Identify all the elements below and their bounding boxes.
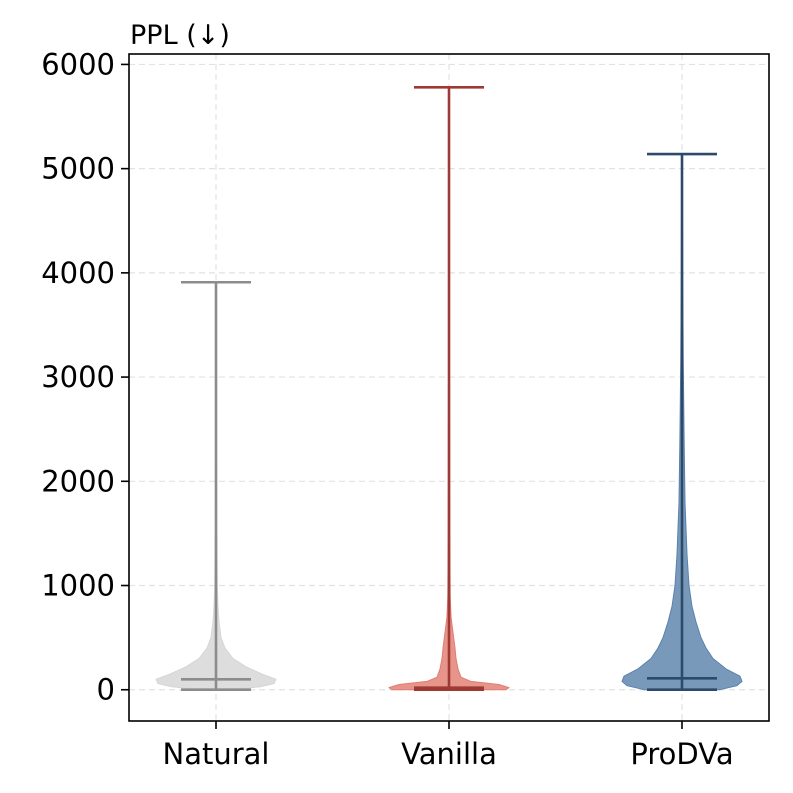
x-tick-label: Vanilla (401, 737, 497, 771)
y-tick-label: 6000 (41, 47, 115, 81)
violin-vanilla (388, 86, 510, 692)
x-tick-label: ProDVa (630, 737, 733, 771)
y-tick-label: 3000 (41, 360, 115, 394)
x-axis: Natural Vanilla ProDVa (163, 721, 734, 771)
x-tick-label: Natural (163, 737, 270, 771)
y-tick-label: 2000 (41, 464, 115, 498)
violin-prodva (621, 152, 743, 692)
y-tick-label: 0 (97, 673, 115, 707)
y-tick-label: 4000 (41, 256, 115, 290)
violin-natural (155, 280, 277, 692)
y-axis-label: PPL (↓) (130, 20, 230, 51)
y-axis: 0 1000 2000 3000 4000 5000 6000 (41, 47, 129, 707)
y-tick-label: 5000 (41, 152, 115, 186)
violin-layer (155, 86, 743, 692)
y-tick-label: 1000 (41, 569, 115, 603)
